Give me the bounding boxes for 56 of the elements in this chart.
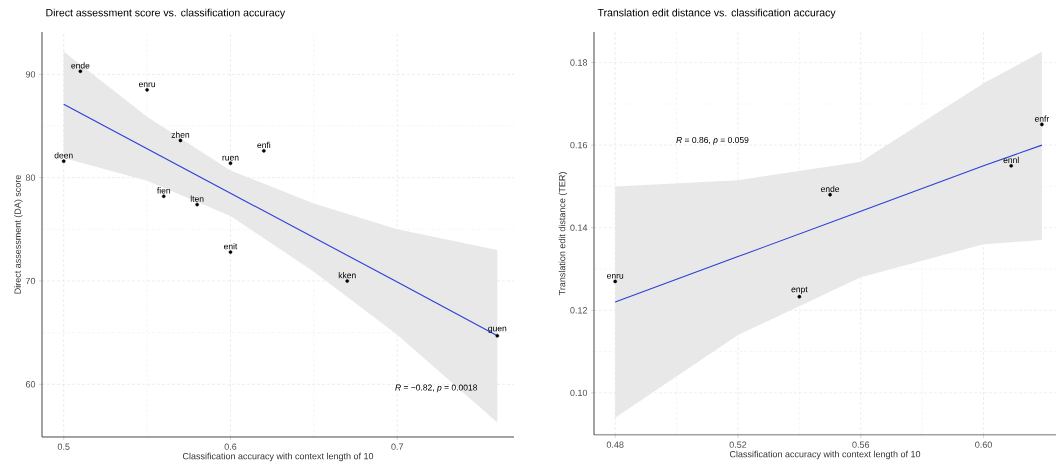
annotation: ennl [1003,156,1019,164]
point [495,333,500,338]
point [613,279,617,284]
y-axis-title: Translation edit distance (TER) [558,172,568,296]
x-axis-title: Classification accuracy with context length of 10 [182,452,374,462]
annotation: enit [223,243,238,250]
chart-title: Translation edit distance vs. classification accuracy [597,8,836,19]
point [145,88,149,92]
point [1009,163,1013,168]
annotation: fien [157,187,171,194]
annotation: enru [138,82,156,88]
point [345,279,350,283]
point [828,192,832,197]
annotation: ende [71,62,90,69]
annotation: guen [488,326,507,334]
point [262,149,266,153]
x-tick-label: 0.7 [391,443,404,450]
point [797,294,802,299]
x-tick-label: 0.5 [57,443,70,450]
y-tick-label: 0.18 [570,59,588,66]
annotation: kken [338,272,356,279]
annotation: ruen [222,155,239,161]
point [61,159,66,163]
y-tick-label: 60 [25,381,36,388]
annotation: lten [190,195,204,202]
annotation: ende [820,185,840,192]
annotation: enru [607,274,624,279]
annotation: R = 0.86, p = 0.059 [676,136,749,145]
y-tick-label: 0.12 [570,307,588,314]
y-tick-label: 70 [25,277,36,285]
point [195,202,199,207]
y-axis-title: Direct assessment (DA) score [14,175,23,294]
point [178,138,183,143]
point [228,161,233,165]
y-tick-label: 90 [25,71,36,78]
x-tick-label: 0.6 [224,443,237,450]
annotation: zhen [171,131,190,138]
y-tick-label: 0.14 [570,224,588,231]
y-tick-label: 80 [25,174,36,181]
y-tick-label: 0.10 [570,389,588,397]
annotation: R = −0.82, p = 0.0018 [395,384,478,393]
x-tick-label: 0.52 [729,441,747,448]
x-axis-title: Classification accuracy with context length of 10 [729,450,921,460]
annotation: enpt [791,286,808,294]
point [228,250,233,254]
point [161,194,166,199]
point [1040,122,1044,127]
y-tick-label: 0.16 [570,141,588,149]
x-tick-label: 0.48 [606,441,624,448]
x-tick-label: 0.60 [975,441,992,448]
annotation: deen [54,152,73,159]
x-tick-label: 0.56 [852,441,870,448]
annotation: enfr [1034,115,1050,122]
point [78,69,83,74]
chart-title: Direct assessment score vs. classification accuracy [46,8,286,19]
annotation: enfi [257,141,271,149]
